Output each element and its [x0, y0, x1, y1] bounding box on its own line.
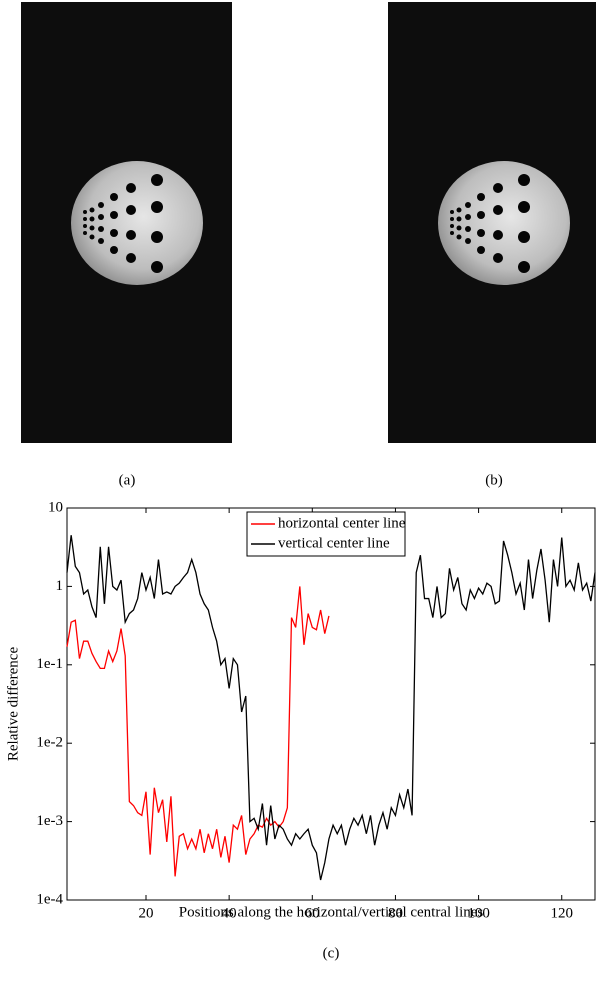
caption: (a)	[119, 472, 136, 488]
series-line	[66, 535, 596, 881]
y-tick-label: 1e-2	[36, 735, 63, 751]
series-line	[66, 586, 330, 877]
legend-label: horizontal center line	[278, 515, 406, 531]
y-tick-label: 1	[56, 578, 64, 594]
y-tick-label: 10	[48, 499, 63, 515]
legend-label: vertical center line	[278, 535, 390, 551]
caption: (b)	[485, 472, 503, 488]
x-tick-label: 100	[467, 905, 490, 921]
y-axis-label: Relative difference	[5, 647, 21, 762]
plot-frame	[66, 507, 596, 901]
x-tick-label: 40	[222, 905, 237, 921]
image-b	[388, 2, 596, 443]
y-tick-label: 1e-3	[36, 813, 63, 829]
legend-box	[246, 511, 406, 557]
x-tick-label: 60	[305, 905, 320, 921]
x-tick-label: 80	[388, 905, 403, 921]
y-tick-label: 1e-1	[36, 656, 63, 672]
y-tick-label: 1e-4	[36, 891, 63, 907]
x-axis-label: Positions along the horizontal/vertical …	[179, 904, 484, 920]
caption: (c)	[323, 945, 340, 961]
x-tick-label: 120	[550, 905, 573, 921]
x-tick-label: 20	[138, 905, 153, 921]
image-a	[21, 2, 232, 443]
